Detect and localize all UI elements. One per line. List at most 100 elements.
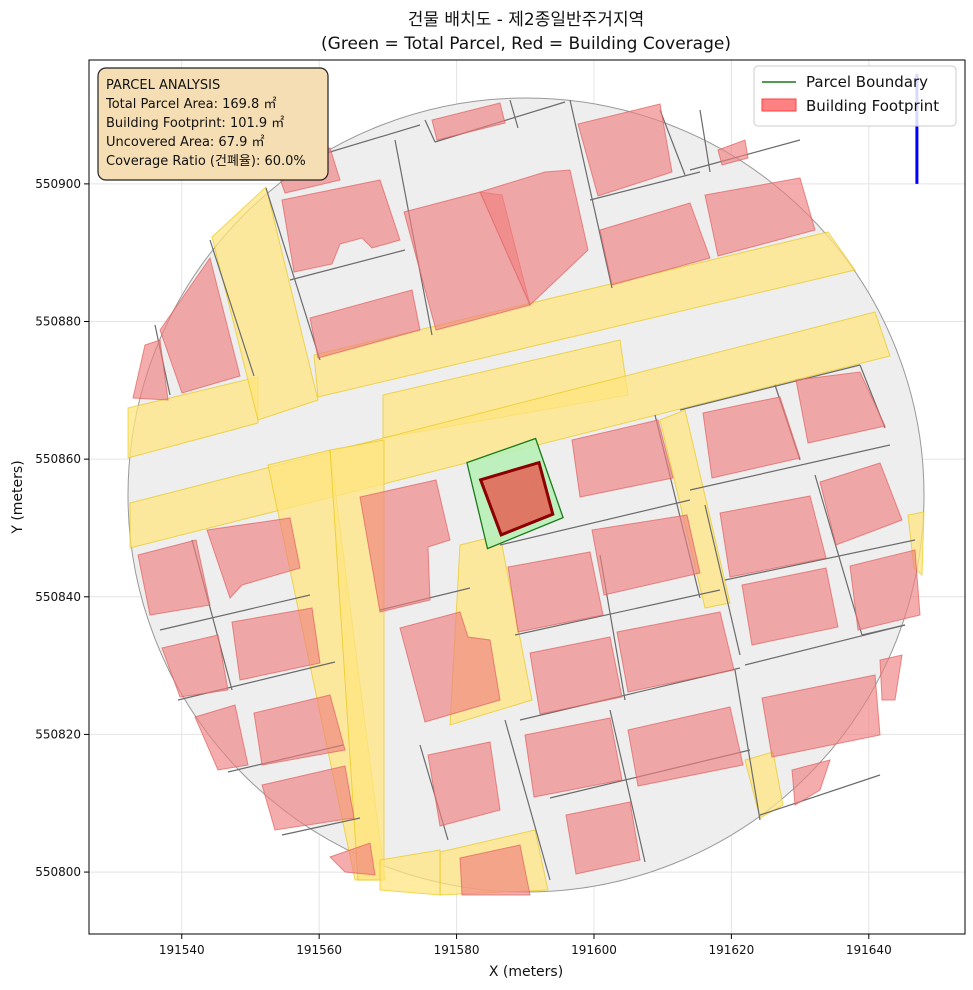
lot-line: [504, 719, 551, 881]
context-building: [137, 539, 211, 616]
x-tick-label: 191560: [296, 943, 342, 957]
legend: Parcel Boundary Building Footprint: [753, 65, 957, 127]
road-segment: [744, 751, 784, 819]
lot-line: [509, 99, 519, 129]
context-buildings: [132, 102, 921, 896]
x-tick-label: 191640: [846, 943, 892, 957]
context-building: [431, 102, 506, 141]
lot-line: [281, 817, 361, 836]
context-building: [281, 179, 401, 273]
context-building: [459, 844, 531, 896]
context-building: [571, 419, 674, 498]
context-building: [849, 549, 921, 631]
context-building: [819, 462, 903, 546]
context-building: [507, 551, 604, 633]
y-tick-label: 550800: [35, 865, 81, 879]
legend-building-label: Building Footprint: [806, 97, 939, 115]
lot-line: [569, 99, 613, 289]
context-building: [427, 741, 501, 827]
context-building: [704, 177, 816, 257]
context-building: [159, 256, 241, 394]
road-segment: [127, 376, 259, 459]
context-building: [329, 842, 376, 876]
context-building: [741, 567, 839, 646]
lot-line: [861, 624, 906, 636]
x-tick-label: 191580: [434, 943, 480, 957]
lot-line: [589, 171, 701, 201]
lot-line: [689, 444, 891, 491]
context-building: [879, 654, 903, 701]
context-building: [359, 479, 451, 613]
road-segment: [379, 849, 441, 896]
legend-background: [753, 65, 957, 127]
context-building: [261, 765, 355, 831]
legend-parcel-label: Parcel Boundary: [806, 73, 928, 91]
context-building: [795, 371, 886, 444]
y-tick-label: 550840: [35, 590, 81, 604]
lot-line: [209, 239, 255, 377]
context-building: [791, 759, 831, 806]
info-box-background: [97, 67, 329, 181]
context-building: [479, 169, 589, 306]
context-building: [529, 636, 623, 715]
y-axis-label: Y (meters): [10, 460, 26, 534]
info-uncovered: Uncovered Area: 67.9 ㎡: [106, 135, 265, 150]
lot-line: [499, 499, 691, 546]
legend-building-swatch: [761, 98, 797, 112]
lot-line: [759, 774, 881, 816]
lot-line: [659, 109, 686, 176]
y-tick-label: 550820: [35, 727, 81, 741]
context-building: [702, 396, 801, 479]
info-heading: PARCEL ANALYSIS: [106, 78, 220, 93]
lot-line: [734, 669, 761, 821]
info-footprint: Building Footprint: 101.9 ㎡: [106, 116, 284, 131]
info-coverage: Coverage Ratio (건폐율): 60.0%: [106, 154, 306, 169]
lot-line: [704, 504, 741, 656]
context-building: [253, 694, 346, 766]
context-building: [309, 289, 421, 359]
context-building: [599, 202, 711, 286]
figure-title-line1: 건물 배치도 - 제2종일반주거지역: [408, 10, 644, 30]
context-building: [616, 611, 735, 693]
lot-line: [265, 187, 321, 361]
figure-title-line2: (Green = Total Parcel, Red = Building Co…: [321, 34, 731, 54]
lot-line: [609, 709, 646, 863]
context-building: [231, 607, 321, 681]
x-tick-label: 191600: [571, 943, 617, 957]
x-tick-label: 191620: [708, 943, 754, 957]
context-building: [194, 704, 249, 771]
road-network: [127, 186, 925, 896]
lot-line: [814, 474, 863, 636]
y-tick-label: 550880: [35, 315, 81, 329]
x-tick-label: 191540: [159, 943, 205, 957]
context-building: [717, 139, 749, 166]
axis-ticks: 191540 191560 191580 191600 191620 191640 5508…: [35, 177, 892, 957]
context-building: [132, 339, 169, 401]
context-building: [627, 706, 744, 787]
context-building: [577, 103, 673, 197]
target-building-footprint[interactable]: [478, 460, 555, 537]
x-axis-label: X (meters): [489, 964, 563, 980]
context-building: [719, 495, 827, 578]
lot-line: [289, 249, 406, 281]
context-building: [591, 514, 701, 596]
context-building: [399, 611, 501, 723]
plot-frame: [88, 59, 966, 935]
y-tick-label: 550900: [35, 177, 81, 191]
lot-line: [159, 594, 311, 631]
lot-line: [679, 364, 861, 411]
context-building: [565, 801, 641, 875]
parcel-analysis-box: PARCEL ANALYSIS Total Parcel Area: 169.8…: [97, 67, 329, 181]
lot-line: [699, 109, 711, 173]
lot-line: [424, 119, 436, 143]
info-total-area: Total Parcel Area: 169.8 ㎡: [105, 97, 276, 112]
y-tick-label: 550860: [35, 452, 81, 466]
context-building: [761, 674, 881, 758]
lot-line: [514, 589, 721, 636]
lot-line: [724, 539, 916, 581]
context-building: [161, 634, 229, 698]
context-building: [206, 517, 301, 599]
road-segment: [211, 186, 319, 421]
context-building: [524, 717, 623, 798]
